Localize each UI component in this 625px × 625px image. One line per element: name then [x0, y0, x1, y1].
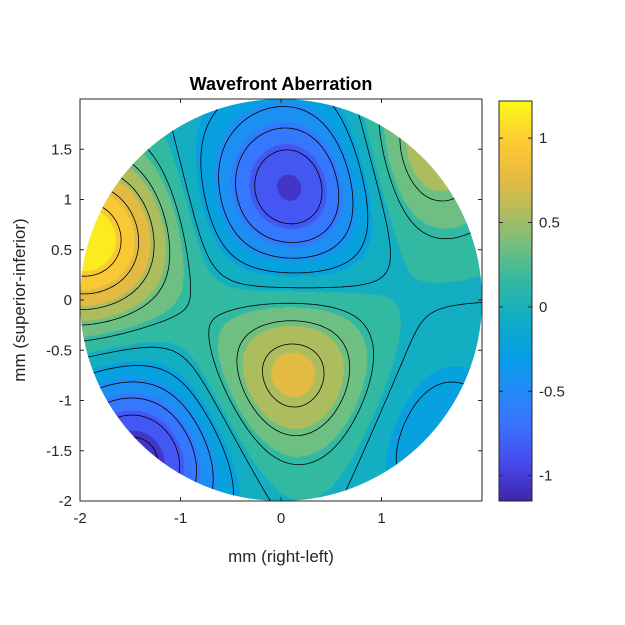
- x-tick-label: -2: [73, 510, 86, 527]
- colorbar-tick-label: -1: [539, 468, 552, 485]
- y-axis-label: mm (superior-inferior): [10, 218, 29, 381]
- colorbar-tick-label: 0.5: [539, 215, 560, 232]
- colorbar: -1 -0.5 0 0.5 1: [498, 100, 565, 502]
- contour-line: [108, 436, 159, 488]
- y-axis: -2 -1.5 -1 -0.5 0 0.5 1 1.5: [46, 141, 482, 510]
- x-axis: -2 -1 0 1: [73, 99, 386, 527]
- colorbar-tick-label: -0.5: [539, 383, 565, 400]
- colorbar-tick-label: 0: [539, 299, 547, 316]
- y-tick-label: 0.5: [51, 242, 72, 259]
- wavefront-fill-image: [80, 99, 482, 501]
- colorbar-gradient: [498, 100, 533, 502]
- y-tick-label: -2: [59, 493, 72, 510]
- y-tick-label: 1: [64, 192, 72, 209]
- x-axis-label: mm (right-left): [228, 547, 334, 566]
- y-tick-label: 0: [64, 292, 72, 309]
- colorbar-tick-label: 1: [539, 130, 547, 147]
- wavefront-contour-map: [80, 99, 482, 501]
- colorbar-ticks: -1 -0.5 0 0.5 1: [499, 130, 565, 485]
- x-tick-label: -1: [174, 510, 187, 527]
- contour-line: [80, 127, 340, 501]
- x-tick-label: 1: [377, 510, 385, 527]
- y-tick-label: -1.5: [46, 443, 72, 460]
- x-tick-label: 0: [277, 510, 285, 527]
- y-tick-label: -1: [59, 393, 72, 410]
- y-tick-label: -0.5: [46, 342, 72, 359]
- contour-line: [80, 106, 354, 501]
- y-tick-label: 1.5: [51, 141, 72, 158]
- chart-title: Wavefront Aberration: [190, 74, 373, 94]
